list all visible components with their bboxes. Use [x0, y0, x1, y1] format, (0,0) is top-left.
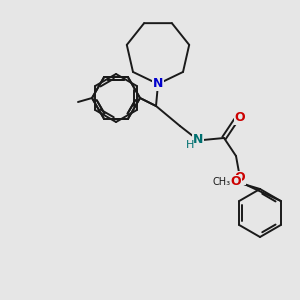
Text: CH₃: CH₃	[213, 177, 231, 187]
Text: N: N	[153, 77, 163, 91]
Text: O: O	[235, 112, 245, 124]
Text: H: H	[186, 140, 194, 150]
Text: N: N	[193, 134, 203, 146]
Text: O: O	[231, 176, 241, 188]
Text: O: O	[235, 172, 245, 184]
